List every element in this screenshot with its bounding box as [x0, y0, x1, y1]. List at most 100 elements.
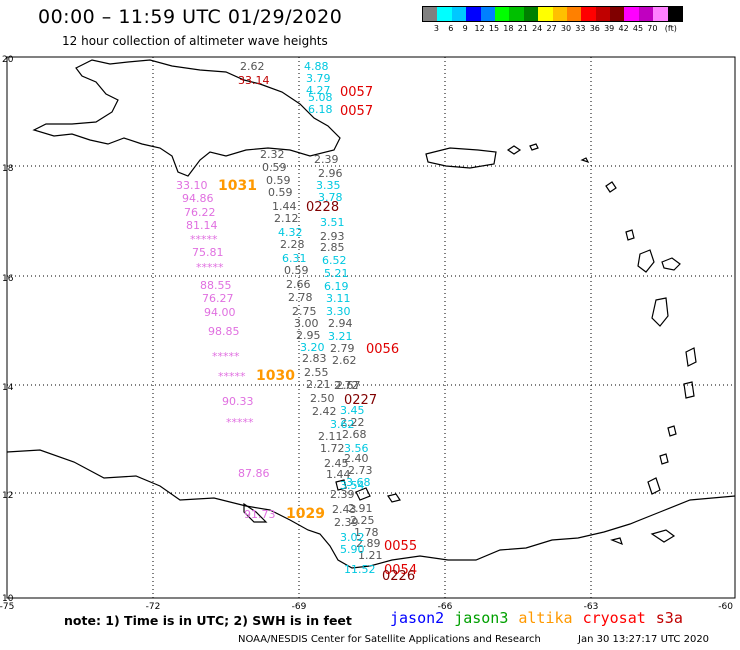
wave-height-label: 1.72	[320, 442, 345, 455]
legend-swatch	[480, 7, 495, 21]
color-scale-legend	[422, 6, 684, 22]
footnote: note: 1) Time is in UTC; 2) SWH is in fe…	[64, 613, 352, 628]
credit-line: NOAA/NESDIS Center for Satellite Applica…	[238, 634, 541, 645]
wave-height-label: 2.85	[320, 241, 345, 254]
legend-label: 70	[647, 24, 658, 33]
wave-height-label: 0.59	[262, 161, 287, 174]
wave-height-label: 2.94	[328, 317, 353, 330]
wave-height-label: 2.72	[334, 379, 359, 392]
generated-timestamp: Jan 30 13:27:17 UTC 2020	[578, 634, 710, 645]
lon-label: -60	[718, 602, 733, 612]
legend-label: 3	[433, 24, 439, 33]
wave-height-label: 2.25	[350, 514, 375, 527]
wave-height-label: 3.56	[344, 442, 369, 455]
legend-swatch	[451, 7, 467, 21]
track-time-label: 0055	[384, 539, 417, 554]
wave-height-label: 4.88	[304, 60, 329, 73]
wave-height-label: 4.27	[306, 84, 331, 97]
legend-swatch	[437, 7, 452, 21]
legend-label: 6	[448, 24, 454, 33]
wave-height-label: 2.39	[330, 488, 355, 501]
wave-height-label: 3.00	[294, 317, 319, 330]
legend-swatch	[423, 7, 438, 21]
wave-height-label: 3.02	[340, 531, 365, 544]
wave-height-label: 2.95	[296, 329, 321, 342]
track-time-label: 0057	[340, 85, 373, 100]
wave-height-label: 4.32	[278, 226, 303, 239]
color-scale-labels: 3 6 9 12 15 18 21 24 27 30 33 36 39 42 45 70 (ft)	[422, 24, 740, 36]
wave-height-label: 5.08	[308, 91, 333, 104]
wave-height-label: 2.32	[260, 148, 285, 161]
wave-height-label: 2.91	[348, 502, 373, 515]
legend-swatch	[494, 7, 510, 21]
satellite-legend: jason2 jason3 altika cryosat s3a	[390, 609, 693, 627]
wave-height-label: 2.39	[334, 516, 359, 529]
wave-height-label: 2.42	[312, 405, 337, 418]
satellite-jason3: jason3	[454, 609, 509, 627]
wave-height-label: 87.86	[238, 467, 270, 480]
wave-height-label: 3.21	[328, 330, 353, 343]
map-frame	[6, 56, 736, 599]
wave-height-label: 2.45	[324, 457, 349, 470]
wave-height-label: 3.54	[340, 479, 365, 492]
wave-height-label: 3.20	[300, 341, 325, 354]
wave-height-label: 2.75	[292, 305, 317, 318]
wave-height-label: 1.44	[326, 468, 351, 481]
lat-label: 12	[2, 491, 13, 501]
legend-label: 12	[474, 24, 485, 33]
legend-swatch	[653, 7, 668, 21]
map-subtitle: 12 hour collection of altimeter wave hei…	[62, 34, 328, 48]
lat-label: 10	[2, 594, 14, 604]
wave-height-label: *****	[226, 416, 254, 429]
lat-label: 20	[2, 55, 14, 65]
wave-height-label: 2.83	[302, 352, 327, 365]
legend-swatch	[566, 7, 582, 21]
legend-label: 33	[575, 24, 586, 33]
wave-height-label: 0.59	[268, 186, 293, 199]
wave-height-label: *****	[218, 370, 246, 383]
wave-height-label: 2.73	[348, 464, 373, 477]
wave-height-label: 2.62	[332, 354, 357, 367]
wave-height-label: 88.55	[200, 279, 232, 292]
legend-label: 45	[632, 24, 644, 33]
satellite-s3a: s3a	[655, 609, 683, 627]
wave-height-label: 0.59	[266, 174, 291, 187]
wave-height-label: 2.79	[330, 342, 355, 355]
wave-height-label: 2.67	[336, 379, 361, 392]
wave-height-label: 1.78	[354, 526, 379, 539]
wave-height-label: 3.78	[318, 191, 343, 204]
track-time-label: 0057	[340, 104, 373, 119]
legend-label: 36	[589, 24, 600, 33]
satellite-cryosat: cryosat	[582, 609, 646, 627]
wave-height-label: 33.14	[238, 74, 270, 87]
wave-height-label: 33.10	[176, 179, 208, 192]
track-time-label: 0227	[344, 393, 377, 408]
wave-height-label: 2.50	[310, 392, 335, 405]
wave-height-label: 3.51	[320, 216, 345, 229]
legend-label: 27	[546, 24, 557, 33]
legend-swatch	[523, 7, 539, 21]
wave-height-label: 2.96	[318, 167, 343, 180]
wave-height-label: 2.55	[304, 366, 329, 379]
legend-swatch	[538, 7, 553, 21]
wave-height-label: 2.28	[280, 238, 305, 251]
wave-height-label: 2.78	[288, 291, 313, 304]
wave-height-label: *****	[212, 350, 240, 363]
wave-height-label: 81.14	[186, 219, 218, 232]
axis-labels: -75 -72 -69 -66 -63 -60 20 18 16 14 12 1…	[0, 55, 733, 612]
lon-label: -66	[438, 602, 453, 612]
wave-height-label: 2.11	[318, 430, 343, 443]
satellite-jason2: jason2	[390, 609, 445, 627]
wave-height-label: 6.19	[324, 280, 349, 293]
wave-height-label: 98.85	[208, 325, 240, 338]
wave-height-label: 3.62	[330, 418, 355, 431]
pressure-label: 1030	[256, 368, 295, 384]
lon-label: -69	[292, 602, 307, 612]
wave-height-labels: 33.1094.8676.2281.14*****75.81*****88.55…	[176, 60, 417, 584]
wave-height-label: 2.66	[286, 278, 311, 291]
wave-height-label: 6.31	[282, 252, 307, 265]
legend-label: 39	[604, 24, 615, 33]
wave-height-label: 2.40	[344, 452, 369, 465]
wave-height-label: 0.59	[284, 264, 309, 277]
wave-height-label: 6.52	[322, 254, 347, 267]
